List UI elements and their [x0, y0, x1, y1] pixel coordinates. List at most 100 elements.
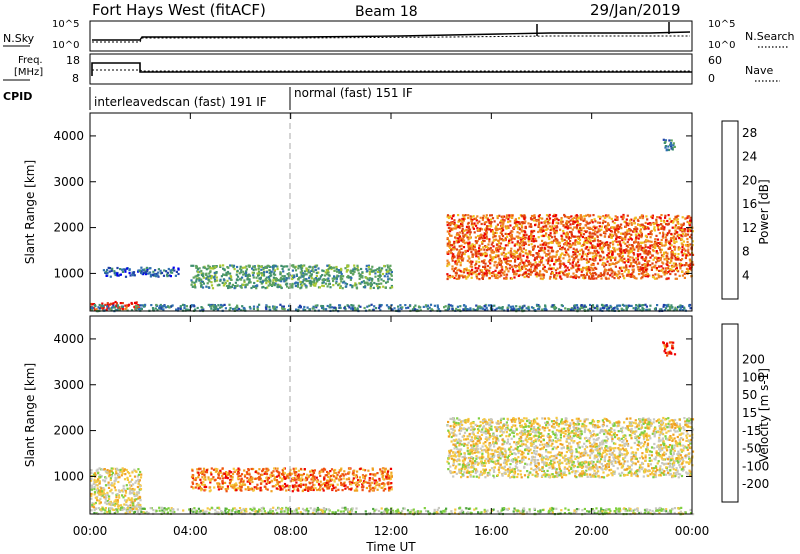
- power-cell: [666, 309, 670, 312]
- velocity-cell: [112, 484, 115, 487]
- power-cell: [637, 243, 640, 246]
- power-cell: [373, 269, 376, 272]
- velocity-data-layer: [90, 341, 695, 516]
- power-cell: [106, 271, 109, 275]
- power-cell: [499, 269, 502, 272]
- velocity-cell: [301, 507, 305, 510]
- power-cell: [532, 219, 536, 222]
- power-cell: [685, 263, 688, 266]
- power-cell: [471, 268, 474, 271]
- power-cell: [553, 304, 556, 307]
- power-cell: [350, 307, 353, 310]
- power-cell: [130, 301, 133, 305]
- power-cell: [466, 236, 469, 239]
- power-cell: [504, 244, 507, 247]
- velocity-cell: [618, 507, 621, 510]
- power-cell: [449, 244, 453, 247]
- power-cell: [532, 248, 535, 251]
- power-cell: [608, 262, 611, 266]
- velocity-cell: [396, 512, 399, 515]
- velocity-cell: [377, 509, 381, 513]
- power-cell: [143, 305, 146, 308]
- power-cell: [522, 272, 525, 276]
- power-cell: [684, 233, 687, 236]
- power-cell: [656, 224, 659, 227]
- freq-label-line2: [MHz]: [14, 67, 43, 78]
- power-cell: [621, 273, 624, 276]
- power-cell: [185, 305, 188, 308]
- power-cell: [456, 233, 459, 236]
- colorbar-tick-1: 8: [742, 245, 750, 259]
- power-cell: [588, 231, 591, 234]
- velocity-cell: [386, 511, 389, 514]
- power-cell: [633, 230, 636, 233]
- power-cell: [294, 269, 298, 272]
- power-cell: [449, 215, 452, 218]
- power-cell: [550, 227, 553, 230]
- power-cell: [509, 264, 512, 267]
- power-cell: [645, 239, 648, 242]
- power-cell: [616, 261, 619, 264]
- power-cell: [228, 277, 231, 280]
- power-cell: [639, 309, 642, 312]
- power-cell: [399, 304, 402, 307]
- power-cell: [521, 244, 524, 247]
- power-cell: [353, 270, 356, 273]
- power-cell: [426, 304, 429, 307]
- power-cell: [620, 236, 623, 239]
- power-cell: [310, 273, 313, 276]
- power-cell: [544, 234, 547, 237]
- power-cell: [231, 283, 234, 286]
- power-cell: [651, 274, 655, 277]
- power-cell: [660, 227, 663, 230]
- power-cell: [675, 240, 678, 243]
- power-cell: [467, 274, 470, 277]
- noise-panel-frame: [89, 20, 693, 52]
- power-cell: [364, 284, 367, 287]
- power-cell: [346, 276, 349, 279]
- velocity-cell: [119, 508, 122, 511]
- power-cell: [518, 222, 521, 225]
- velocity-cell: [277, 507, 280, 510]
- velocity-cell: [665, 510, 668, 513]
- power-cell: [351, 269, 354, 273]
- power-cell: [317, 267, 320, 270]
- velocity-cell: [636, 507, 639, 511]
- power-cell: [627, 251, 630, 254]
- power-cell: [484, 267, 487, 270]
- power-cell: [475, 224, 478, 227]
- power-cell: [304, 308, 307, 312]
- power-cell: [508, 241, 511, 245]
- power-cell: [300, 273, 303, 276]
- power-cell: [637, 223, 640, 226]
- power-cell: [597, 215, 600, 218]
- power-cell: [620, 223, 623, 226]
- power-cell: [446, 259, 449, 262]
- power-cell: [495, 238, 498, 241]
- power-cell: [665, 267, 668, 270]
- power-cell: [562, 224, 565, 227]
- power-cell: [644, 265, 647, 268]
- velocity-cell: [116, 508, 119, 512]
- power-cell: [666, 252, 669, 255]
- power-cell: [570, 231, 573, 234]
- power-cell: [212, 308, 215, 311]
- power-cell: [498, 242, 501, 245]
- power-cell: [616, 229, 619, 232]
- power-cell: [449, 224, 452, 227]
- velocity-cell: [648, 509, 652, 512]
- power-cell: [560, 234, 563, 237]
- power-cell: [637, 219, 640, 222]
- power-cell: [530, 306, 534, 309]
- power-cell: [219, 264, 222, 267]
- power-cell: [372, 286, 375, 289]
- power-cell: [607, 223, 610, 226]
- power-cell: [389, 286, 392, 290]
- power-cell: [475, 262, 478, 265]
- power-cell: [554, 217, 557, 220]
- power-cell: [628, 251, 631, 254]
- power-cell: [671, 226, 674, 229]
- power-cell: [631, 249, 634, 252]
- power-cell: [572, 220, 575, 223]
- power-cell: [166, 305, 170, 308]
